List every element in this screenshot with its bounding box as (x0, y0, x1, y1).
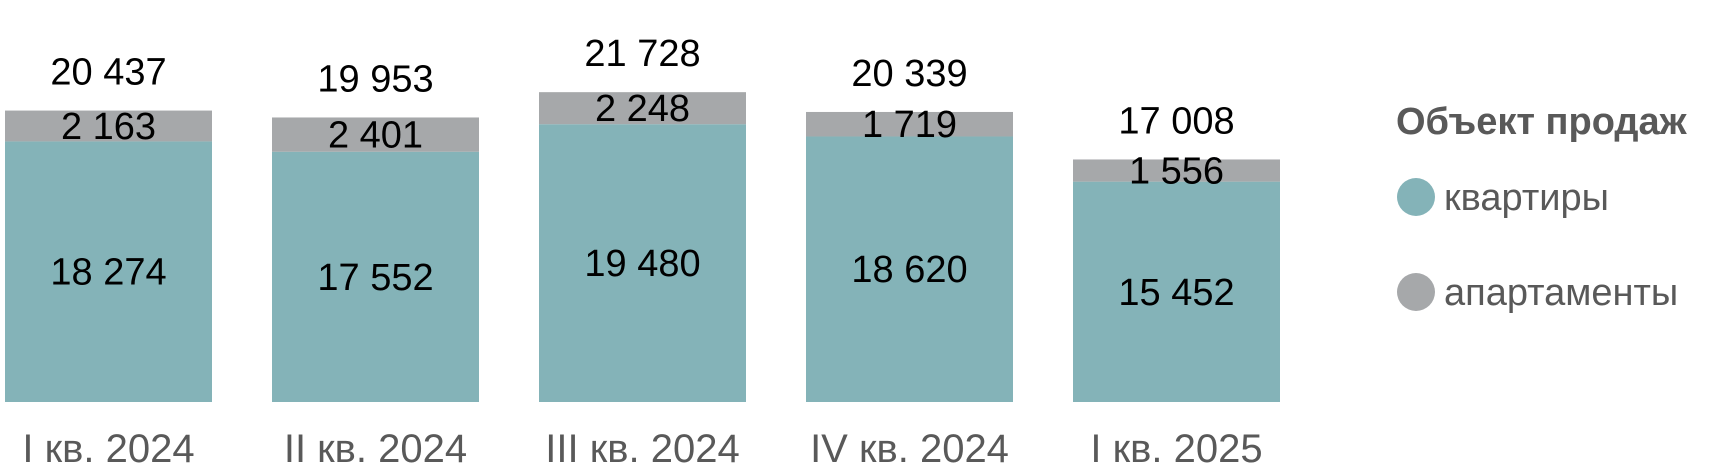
bar-kvartiry (1073, 181, 1280, 402)
value-label-apartamenty: 1 556 (1129, 151, 1224, 193)
bar-kvartiry (272, 151, 479, 402)
category-label: I кв. 2025 (1090, 427, 1262, 471)
total-label: 20 339 (851, 53, 967, 95)
total-label: 21 728 (584, 33, 700, 75)
total-label: 19 953 (317, 58, 433, 100)
bar-apartamenty (5, 110, 212, 142)
category-label: IV кв. 2024 (810, 427, 1009, 471)
value-label-kvartiry: 18 620 (851, 249, 967, 291)
bar-kvartiry (539, 124, 746, 402)
value-label-apartamenty: 2 401 (328, 115, 423, 157)
legend: Объект продаж квартиры апартаменты (1396, 101, 1688, 314)
value-label-kvartiry: 17 552 (317, 257, 433, 299)
bar-kvartiry (5, 141, 212, 402)
bar-apartamenty (539, 92, 746, 125)
bar-apartamenty (806, 111, 1013, 137)
legend-marker (1397, 178, 1435, 216)
data-labels-group: 18 274 2 163 20 437 17 552 2 401 19 953 19 480… (50, 33, 1234, 314)
bar-kvartiry (806, 136, 1013, 402)
category-label: III кв. 2024 (545, 427, 739, 471)
legend-marker (1397, 273, 1435, 311)
category-label: II кв. 2024 (284, 427, 467, 471)
legend-item-kvartiry: квартиры (1444, 177, 1609, 219)
category-label: I кв. 2024 (22, 427, 194, 471)
value-label-kvartiry: 18 274 (50, 252, 166, 294)
category-labels-group: I кв. 2024 II кв. 2024 III кв. 2024 IV кв. … (22, 427, 1262, 471)
legend-title: Объект продаж (1396, 101, 1688, 143)
bar-apartamenty (1073, 159, 1280, 182)
bars-group (5, 92, 1280, 402)
total-label: 17 008 (1118, 100, 1234, 142)
value-label-kvartiry: 19 480 (584, 243, 700, 285)
bar-apartamenty (272, 117, 479, 152)
value-label-apartamenty: 1 719 (862, 104, 957, 146)
value-label-kvartiry: 15 452 (1118, 272, 1234, 314)
legend-item-apartamenty: апартаменты (1444, 272, 1678, 314)
total-label: 20 437 (50, 52, 166, 94)
value-label-apartamenty: 2 163 (61, 106, 156, 148)
value-label-apartamenty: 2 248 (595, 88, 690, 130)
